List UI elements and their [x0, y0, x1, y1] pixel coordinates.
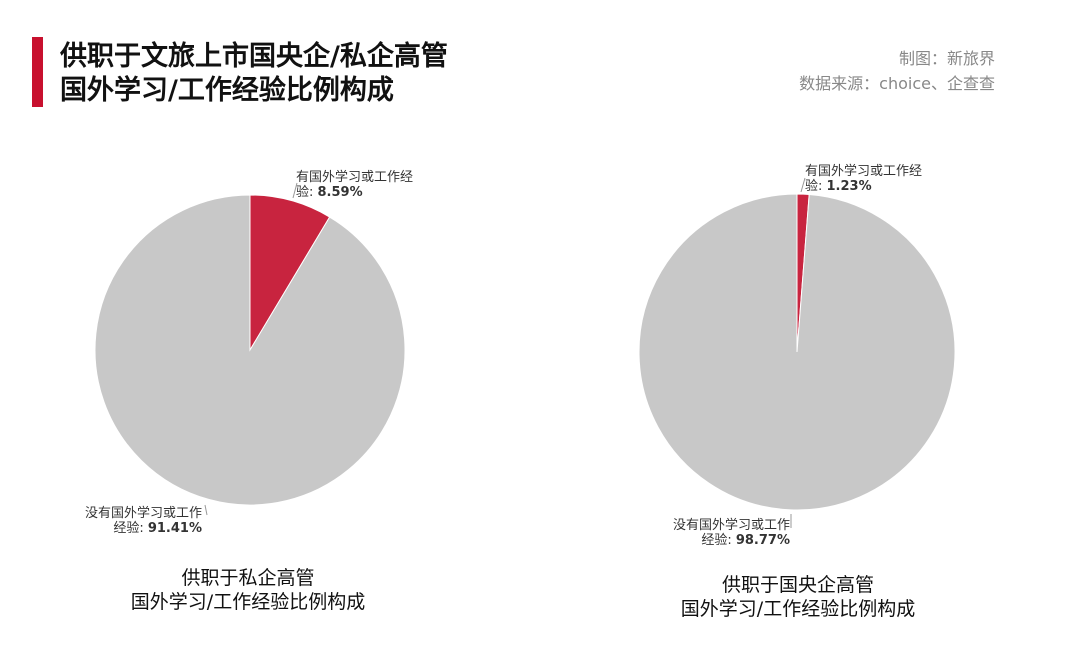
chart-2-slice-1-label-line-2: 验: 1.23%: [805, 178, 872, 194]
chart-2-leader-line-1: [800, 177, 806, 193]
chart-1-slice-1-label-line-1: 有国外学习或工作经: [296, 169, 413, 185]
credit-source: 数据来源：choice、企查查: [799, 74, 995, 93]
chart-2-slice-2-label-line-2: 经验: 98.77%: [701, 532, 790, 548]
chart-1-leader-line-1: [292, 182, 298, 199]
title-accent-bar: [32, 37, 43, 107]
chart-2-slice-2-value: 98.77%: [736, 533, 790, 548]
chart-1-slice-1-label-line-2: 验: 8.59%: [296, 184, 363, 200]
chart-1-leader-line-2: [204, 504, 208, 516]
chart-2-slice-1-label-line-1: 有国外学习或工作经: [805, 163, 922, 179]
chart-1-slice-2-value: 91.41%: [148, 521, 202, 536]
chart-2-caption: 供职于国央企高管 国外学习/工作经验比例构成: [598, 573, 998, 621]
chart-1-slice-1-value: 8.59%: [318, 185, 363, 200]
chart-1-slice-2-label-line-1: 没有国外学习或工作: [85, 505, 202, 521]
page-title-line-2: 国外学习/工作经验比例构成: [60, 75, 394, 106]
chart-2-caption-line-1: 供职于国央企高管: [721, 574, 874, 596]
chart-1-caption-line-2: 国外学习/工作经验比例构成: [130, 591, 366, 613]
chart-2-slice-1-value: 1.23%: [827, 179, 872, 194]
chart-2-slice-2: [638, 193, 956, 511]
chart-1-slice-2-label-line-2: 经验: 91.41%: [113, 520, 202, 536]
chart-1-slice-1: [249, 194, 331, 352]
page-title-line-1: 供职于文旅上市国央企/私企高管: [60, 41, 448, 72]
source-credits: 制图：新旅界 数据来源：choice、企查查: [799, 46, 995, 96]
chart-1-slice-2: [94, 194, 406, 506]
chart-1-caption: 供职于私企高管 国外学习/工作经验比例构成: [48, 566, 448, 614]
credit-maker: 制图：新旅界: [898, 49, 995, 68]
chart-2-slice-2-label-line-1: 没有国外学习或工作: [673, 517, 790, 533]
page-title: 供职于文旅上市国央企/私企高管 国外学习/工作经验比例构成: [60, 40, 448, 108]
chart-1-caption-line-1: 供职于私企高管: [181, 567, 315, 589]
chart-2-caption-line-2: 国外学习/工作经验比例构成: [680, 598, 916, 620]
